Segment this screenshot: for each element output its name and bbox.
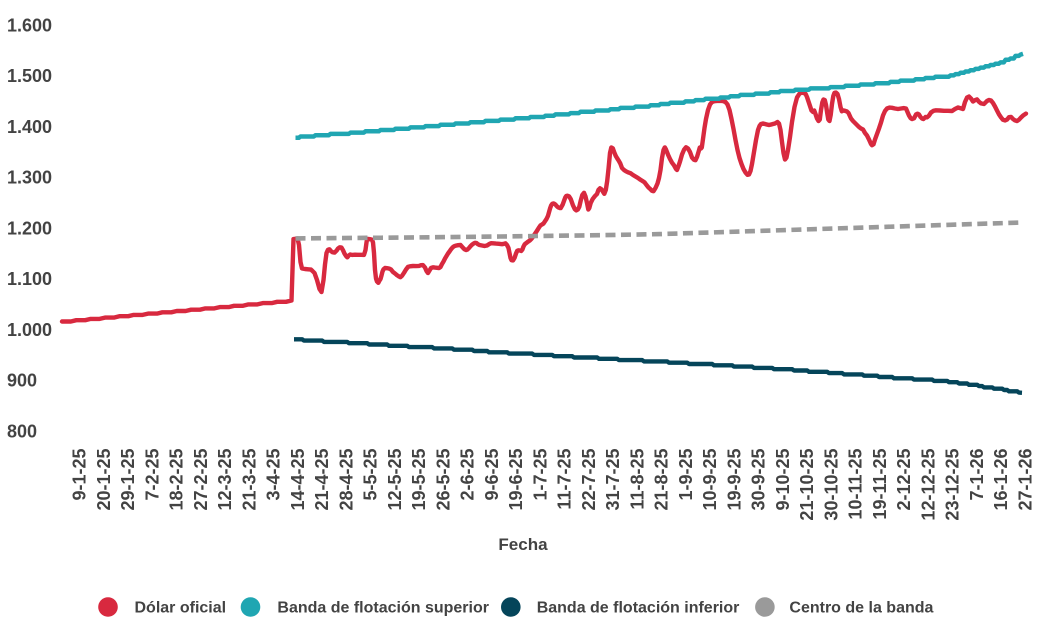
svg-text:1.000: 1.000 bbox=[7, 320, 52, 340]
svg-text:9-1-25: 9-1-25 bbox=[70, 449, 90, 501]
svg-text:27-2-25: 27-2-25 bbox=[191, 449, 211, 511]
svg-text:26-5-25: 26-5-25 bbox=[433, 449, 453, 511]
svg-text:21-4-25: 21-4-25 bbox=[312, 449, 332, 511]
svg-text:18-2-25: 18-2-25 bbox=[167, 449, 187, 511]
svg-text:14-4-25: 14-4-25 bbox=[288, 449, 308, 511]
svg-text:30-9-25: 30-9-25 bbox=[749, 449, 769, 511]
svg-text:30-10-25: 30-10-25 bbox=[821, 449, 841, 521]
svg-text:31-7-25: 31-7-25 bbox=[603, 449, 623, 511]
svg-text:1.200: 1.200 bbox=[7, 218, 52, 238]
svg-text:1.500: 1.500 bbox=[7, 66, 52, 86]
svg-text:21-3-25: 21-3-25 bbox=[239, 449, 259, 511]
svg-text:2-6-25: 2-6-25 bbox=[458, 449, 478, 501]
svg-text:22-7-25: 22-7-25 bbox=[579, 449, 599, 511]
svg-text:1.300: 1.300 bbox=[7, 168, 52, 188]
svg-text:19-5-25: 19-5-25 bbox=[409, 449, 429, 511]
svg-text:2-12-25: 2-12-25 bbox=[894, 449, 914, 511]
svg-text:19-9-25: 19-9-25 bbox=[724, 449, 744, 511]
svg-text:Banda de flotación inferior: Banda de flotación inferior bbox=[537, 600, 740, 617]
svg-text:11-7-25: 11-7-25 bbox=[555, 449, 575, 510]
svg-text:1.600: 1.600 bbox=[7, 15, 52, 35]
svg-text:3-4-25: 3-4-25 bbox=[264, 449, 284, 501]
svg-text:Centro de la banda: Centro de la banda bbox=[789, 600, 933, 617]
svg-text:5-5-25: 5-5-25 bbox=[361, 449, 381, 501]
svg-text:1-7-25: 1-7-25 bbox=[530, 449, 550, 501]
svg-text:800: 800 bbox=[7, 421, 37, 441]
svg-text:27-1-26: 27-1-26 bbox=[1015, 449, 1035, 511]
svg-text:1-9-25: 1-9-25 bbox=[676, 449, 696, 501]
svg-text:Dólar oficial: Dólar oficial bbox=[135, 600, 227, 617]
svg-text:21-10-25: 21-10-25 bbox=[797, 449, 817, 521]
svg-text:Banda de flotación superior: Banda de flotación superior bbox=[277, 600, 489, 617]
svg-text:12-12-25: 12-12-25 bbox=[918, 449, 938, 521]
svg-text:9-10-25: 9-10-25 bbox=[773, 449, 793, 511]
svg-text:9-6-25: 9-6-25 bbox=[482, 449, 502, 501]
svg-text:21-8-25: 21-8-25 bbox=[652, 449, 672, 511]
svg-text:10-9-25: 10-9-25 bbox=[700, 449, 720, 511]
svg-text:Fecha: Fecha bbox=[498, 535, 548, 554]
svg-text:16-1-26: 16-1-26 bbox=[991, 449, 1011, 511]
svg-text:23-12-25: 23-12-25 bbox=[943, 449, 963, 521]
svg-text:7-1-26: 7-1-26 bbox=[967, 449, 987, 501]
svg-text:29-1-25: 29-1-25 bbox=[118, 449, 138, 511]
svg-text:1.400: 1.400 bbox=[7, 117, 52, 137]
svg-text:20-1-25: 20-1-25 bbox=[94, 449, 114, 511]
svg-text:28-4-25: 28-4-25 bbox=[336, 449, 356, 511]
svg-text:900: 900 bbox=[7, 371, 37, 391]
svg-text:10-11-25: 10-11-25 bbox=[846, 449, 866, 520]
svg-text:19-11-25: 19-11-25 bbox=[870, 449, 890, 520]
svg-text:19-6-25: 19-6-25 bbox=[506, 449, 526, 511]
svg-text:12-3-25: 12-3-25 bbox=[215, 449, 235, 511]
svg-text:1.100: 1.100 bbox=[7, 269, 52, 289]
svg-text:7-2-25: 7-2-25 bbox=[142, 449, 162, 501]
svg-text:12-5-25: 12-5-25 bbox=[385, 449, 405, 511]
svg-text:11-8-25: 11-8-25 bbox=[627, 449, 647, 510]
